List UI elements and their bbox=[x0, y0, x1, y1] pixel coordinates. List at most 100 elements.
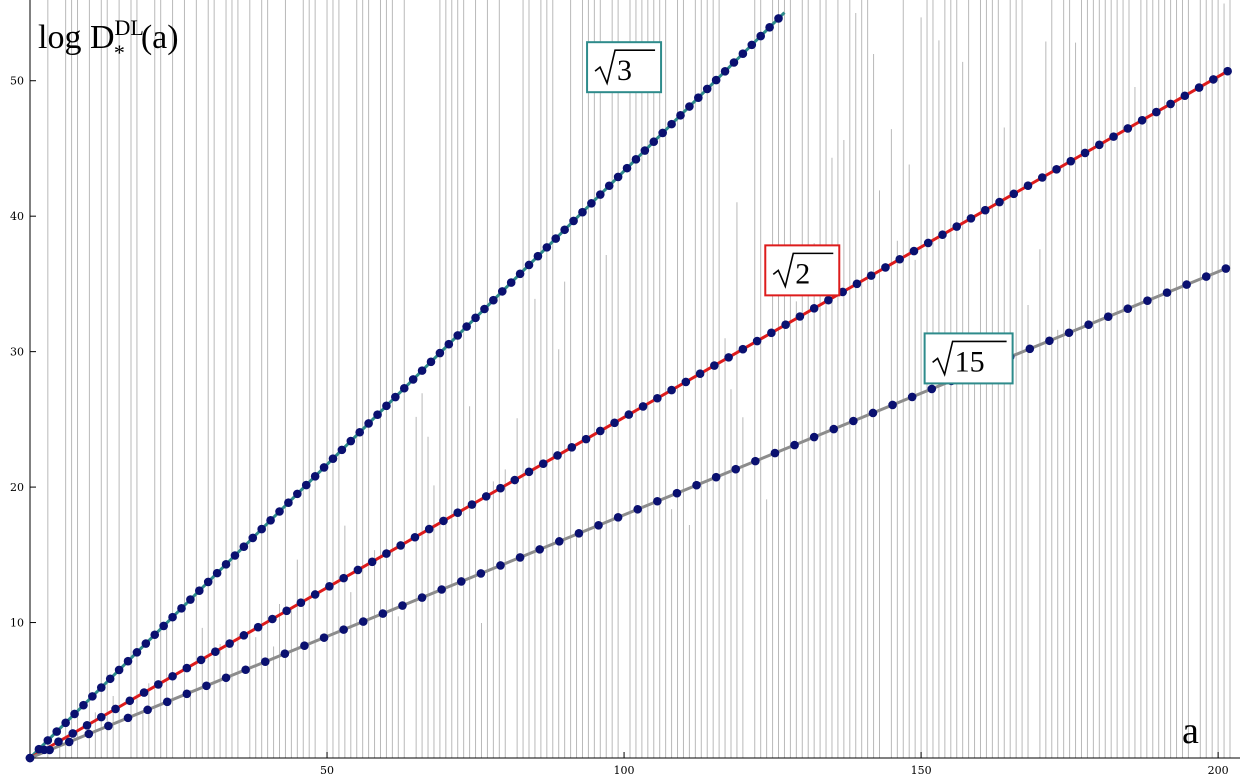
data-point bbox=[610, 418, 619, 428]
data-point bbox=[396, 541, 405, 550]
data-point bbox=[257, 524, 266, 534]
data-point bbox=[752, 336, 762, 346]
x-tick-label: 200 bbox=[1208, 764, 1229, 777]
x-tick-label: 50 bbox=[320, 764, 334, 777]
data-point bbox=[82, 720, 92, 730]
data-point bbox=[995, 197, 1004, 207]
data-point bbox=[355, 427, 365, 437]
data-point bbox=[538, 459, 548, 468]
y-ticks: 10 20 30 40 50 bbox=[10, 75, 36, 630]
data-point bbox=[711, 75, 721, 85]
data-point bbox=[738, 344, 748, 354]
data-point bbox=[569, 216, 578, 226]
data-point bbox=[417, 366, 427, 375]
data-point bbox=[471, 313, 480, 323]
data-point bbox=[159, 621, 168, 631]
data-point bbox=[43, 736, 53, 745]
data-point bbox=[467, 500, 477, 509]
data-point bbox=[123, 713, 133, 723]
sqrt-icon bbox=[772, 252, 834, 289]
data-point bbox=[581, 434, 591, 444]
data-point bbox=[1201, 272, 1211, 281]
data-point bbox=[462, 322, 471, 331]
data-point bbox=[1023, 181, 1033, 190]
data-point bbox=[339, 625, 348, 634]
data-point bbox=[114, 665, 124, 675]
y-tick-label: 30 bbox=[10, 346, 24, 359]
y-axis-title: log DDL * (a) bbox=[38, 15, 179, 65]
data-point bbox=[909, 246, 919, 256]
data-point bbox=[358, 617, 368, 626]
data-point bbox=[54, 737, 63, 746]
data-point bbox=[809, 304, 819, 313]
data-point bbox=[1095, 140, 1104, 150]
data-point bbox=[25, 753, 35, 763]
data-point bbox=[186, 595, 195, 604]
data-point bbox=[195, 586, 204, 596]
data-point bbox=[829, 424, 839, 434]
series-points bbox=[25, 14, 1232, 763]
data-point bbox=[747, 40, 757, 50]
data-point bbox=[293, 489, 302, 499]
data-point bbox=[150, 630, 160, 640]
data-point bbox=[182, 663, 192, 673]
data-point bbox=[96, 712, 106, 722]
data-point bbox=[253, 622, 263, 632]
data-point bbox=[685, 102, 694, 111]
data-point bbox=[177, 604, 186, 613]
data-point bbox=[1137, 115, 1147, 125]
data-point bbox=[980, 205, 990, 215]
data-point bbox=[241, 665, 250, 675]
data-point bbox=[770, 448, 780, 458]
data-point bbox=[765, 22, 774, 32]
data-point bbox=[533, 251, 543, 261]
data-point bbox=[711, 472, 721, 482]
data-point bbox=[695, 369, 705, 379]
data-point bbox=[408, 375, 418, 384]
data-point bbox=[319, 633, 329, 642]
data-point bbox=[553, 451, 562, 460]
data-point bbox=[489, 295, 498, 305]
data-point bbox=[595, 426, 605, 436]
data-point bbox=[1084, 320, 1093, 330]
data-point bbox=[325, 582, 334, 591]
data-point bbox=[672, 488, 682, 498]
data-point bbox=[849, 416, 858, 426]
data-point bbox=[1109, 132, 1118, 141]
data-point bbox=[938, 230, 947, 240]
data-point bbox=[68, 729, 78, 738]
data-point bbox=[310, 590, 320, 599]
data-point bbox=[852, 279, 862, 289]
data-point bbox=[1143, 296, 1152, 305]
data-point bbox=[729, 58, 739, 67]
data-point bbox=[280, 649, 290, 658]
data-point bbox=[1052, 165, 1061, 174]
data-point bbox=[1080, 148, 1090, 158]
data-point bbox=[866, 271, 876, 280]
data-point bbox=[907, 392, 917, 402]
data-point bbox=[496, 561, 505, 570]
data-point bbox=[296, 598, 306, 607]
data-point bbox=[212, 568, 222, 578]
data-point bbox=[966, 214, 976, 223]
data-point bbox=[105, 674, 115, 684]
data-point bbox=[417, 593, 427, 602]
data-point bbox=[162, 697, 172, 707]
data-point bbox=[328, 454, 338, 463]
data-point bbox=[221, 673, 231, 683]
data-point bbox=[61, 718, 70, 728]
data-point bbox=[1180, 91, 1190, 101]
curve-label: 15 bbox=[923, 332, 1014, 385]
data-point bbox=[337, 445, 347, 455]
data-point bbox=[781, 320, 790, 329]
data-point bbox=[555, 537, 564, 546]
data-point bbox=[426, 357, 436, 367]
data-point bbox=[439, 516, 448, 526]
data-point bbox=[52, 727, 62, 736]
data-point bbox=[633, 504, 643, 514]
data-point bbox=[1223, 66, 1232, 76]
data-point bbox=[667, 385, 676, 395]
data-point bbox=[424, 524, 434, 534]
data-point bbox=[300, 641, 309, 650]
data-point bbox=[560, 225, 569, 235]
